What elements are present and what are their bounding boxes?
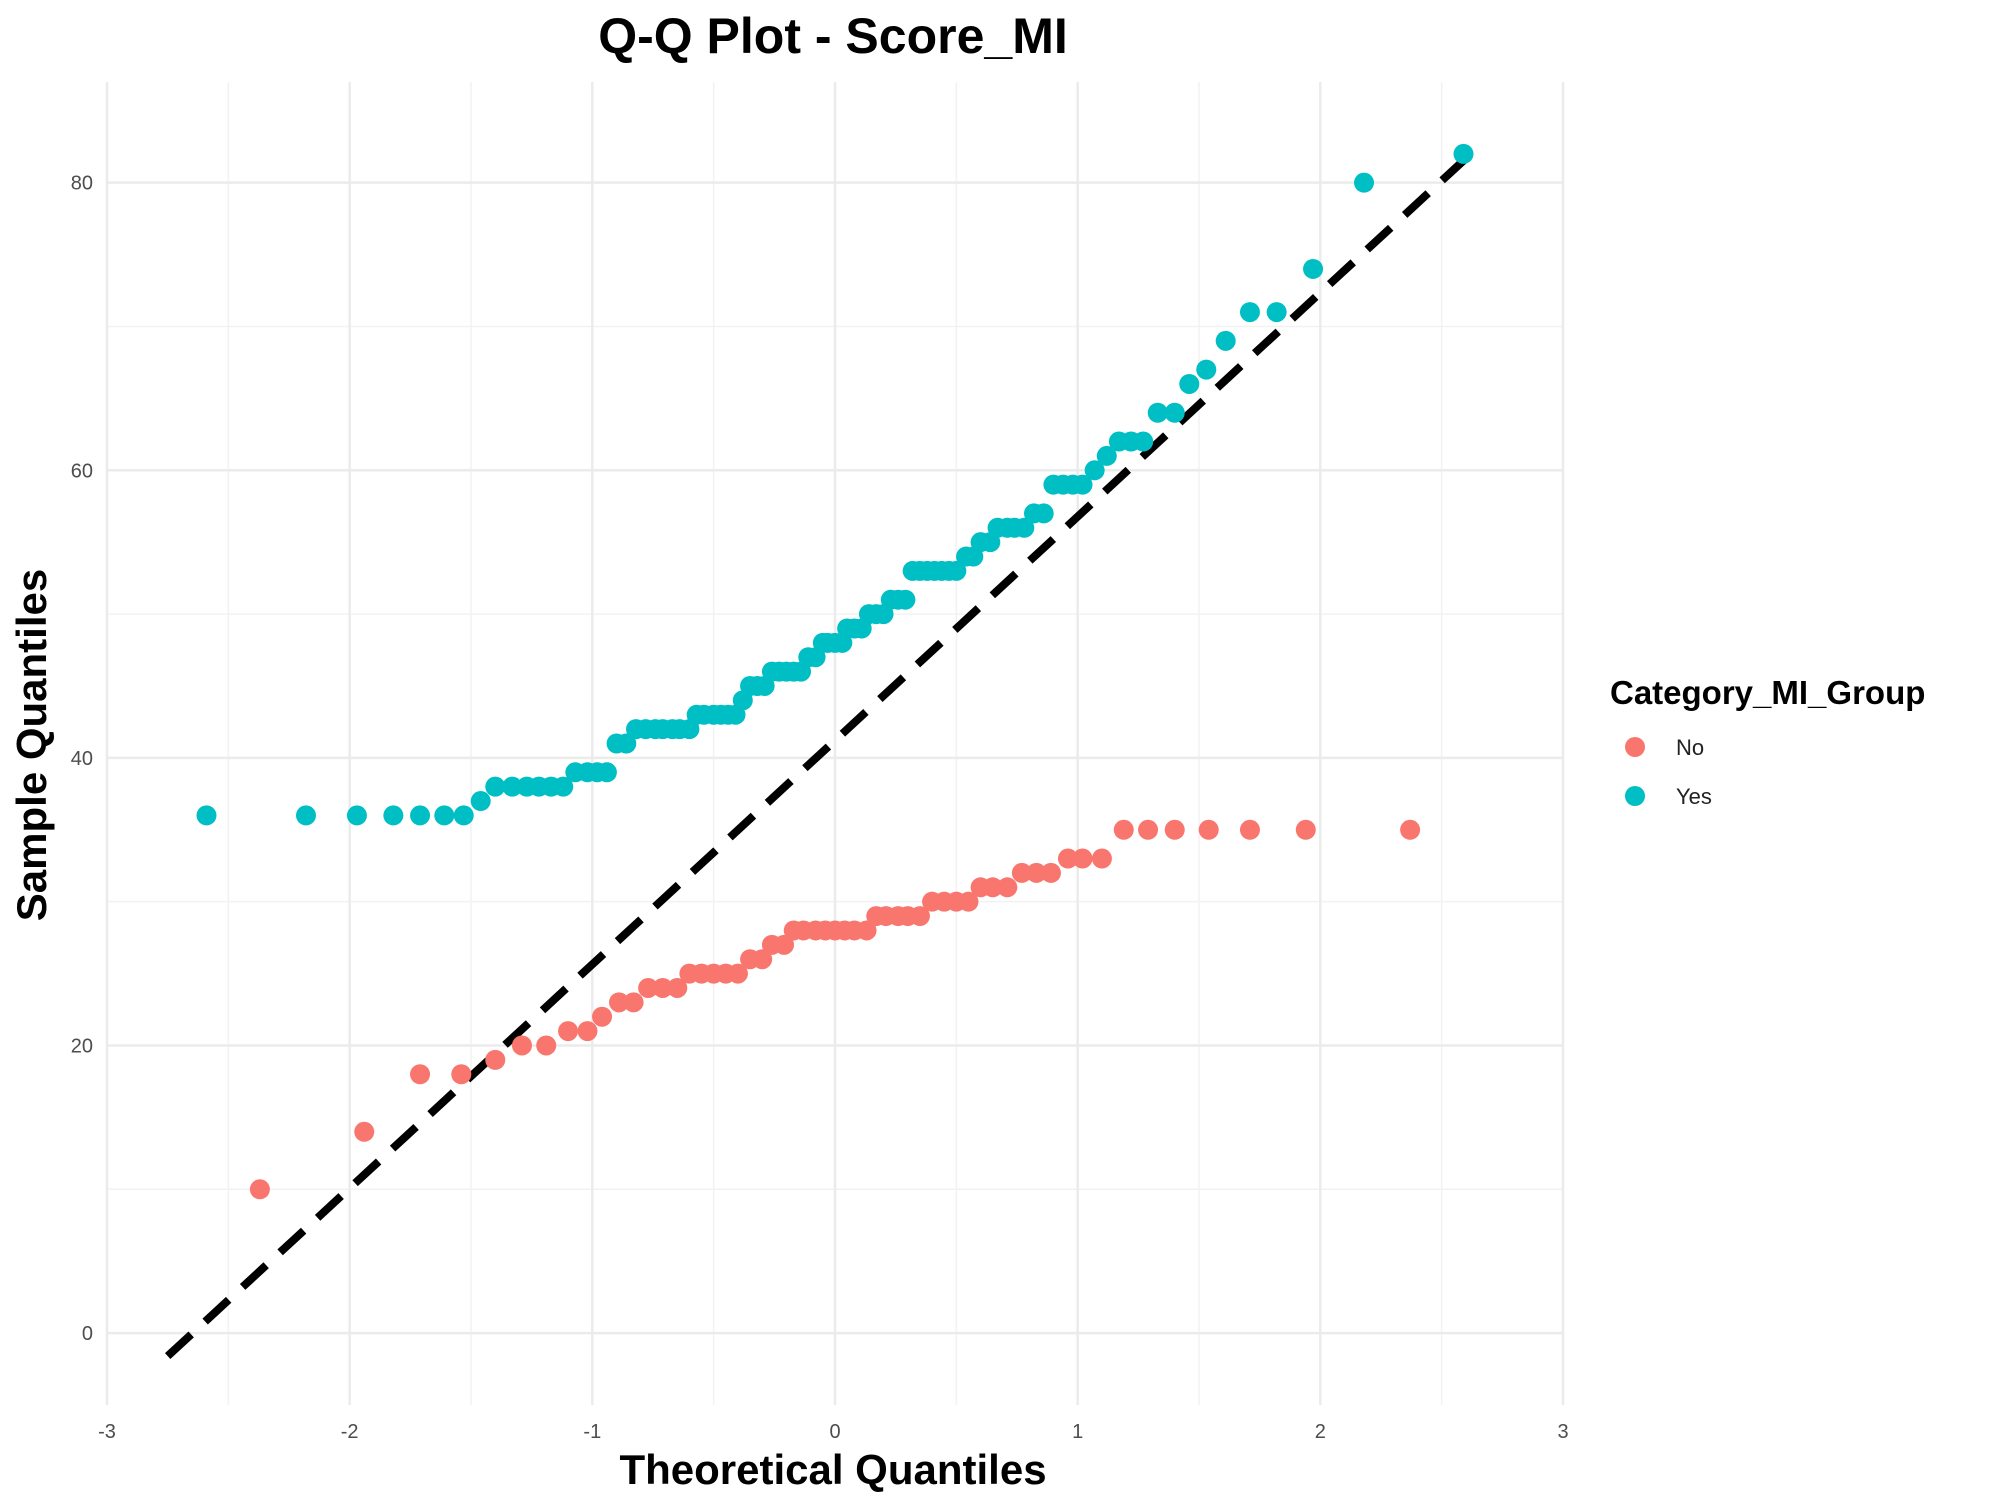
data-point-no	[536, 1035, 557, 1056]
data-point-no	[856, 920, 877, 941]
data-point-no	[652, 977, 673, 998]
data-point-yes	[1033, 503, 1054, 524]
data-point-no	[609, 992, 630, 1013]
data-point-no	[997, 877, 1018, 898]
data-point-no	[958, 891, 979, 912]
data-point-yes	[1084, 460, 1105, 481]
data-point-no	[558, 1021, 579, 1042]
data-point-no	[1040, 862, 1061, 883]
data-point-yes	[1096, 445, 1117, 466]
legend: Category_MI_Group No Yes	[1610, 674, 1925, 809]
y-tick-label: 20	[71, 1035, 93, 1057]
reference-line	[164, 150, 1474, 1360]
data-point-no	[1400, 819, 1421, 840]
data-point-no	[752, 949, 773, 970]
data-point-no	[1057, 848, 1078, 869]
data-point-no	[1091, 848, 1112, 869]
data-point-no	[1164, 819, 1185, 840]
data-point-no	[451, 1064, 472, 1085]
data-point-no	[667, 977, 688, 998]
data-point-yes	[383, 805, 404, 826]
reference-line-group	[164, 150, 1474, 1360]
data-point-no	[1113, 819, 1134, 840]
data-point-yes	[946, 560, 967, 581]
data-point-no	[1138, 819, 1159, 840]
data-point-yes	[453, 805, 474, 826]
data-point-no	[485, 1049, 506, 1070]
x-tick-label: 1	[1072, 1421, 1083, 1443]
x-tick-label: 3	[1557, 1421, 1568, 1443]
data-point-yes	[1196, 359, 1217, 380]
data-point-no	[1011, 862, 1032, 883]
data-point-yes	[470, 791, 491, 812]
data-point-yes	[1215, 330, 1236, 351]
series-yes	[196, 143, 1474, 826]
data-point-no	[1026, 862, 1047, 883]
data-point-no	[774, 934, 795, 955]
legend-title: Category_MI_Group	[1610, 674, 1925, 711]
x-axis-ticks: -3 -2 -1 0 1 2 3	[98, 1421, 1568, 1443]
data-point-no	[511, 1035, 532, 1056]
data-point-no	[982, 877, 1003, 898]
chart-title: Q-Q Plot - Score_MI	[598, 8, 1068, 64]
data-point-yes	[410, 805, 431, 826]
data-point-yes	[485, 776, 506, 797]
data-point-yes	[1239, 302, 1260, 323]
data-point-yes	[196, 805, 217, 826]
data-point-no	[410, 1064, 431, 1085]
y-tick-label: 0	[82, 1323, 93, 1345]
y-tick-label: 60	[71, 460, 93, 482]
data-point-yes	[596, 762, 617, 783]
data-point-yes	[1164, 402, 1185, 423]
data-point-no	[727, 963, 748, 984]
data-point-yes	[1354, 172, 1375, 193]
data-point-yes	[295, 805, 316, 826]
data-point-yes	[346, 805, 367, 826]
y-axis-ticks: 0 20 40 60 80	[71, 173, 93, 1345]
data-point-yes	[616, 733, 637, 754]
x-tick-label: -1	[583, 1421, 601, 1443]
x-tick-label: 0	[829, 1421, 840, 1443]
data-point-yes	[1133, 431, 1154, 452]
data-points	[196, 143, 1474, 1200]
data-point-no	[1198, 819, 1219, 840]
y-axis-title: Sample Quantiles	[8, 569, 55, 921]
data-point-no	[1295, 819, 1316, 840]
x-tick-label: -2	[341, 1421, 359, 1443]
data-point-yes	[1303, 258, 1324, 279]
y-tick-label: 40	[71, 748, 93, 770]
x-axis-title: Theoretical Quantiles	[619, 1446, 1046, 1493]
data-point-no	[909, 906, 930, 927]
legend-swatch-no	[1625, 737, 1645, 757]
x-tick-label: 2	[1315, 1421, 1326, 1443]
data-point-no	[623, 992, 644, 1013]
legend-swatch-yes	[1625, 786, 1645, 806]
grid	[105, 82, 1565, 1405]
y-tick-label: 80	[71, 173, 93, 195]
data-point-no	[1072, 848, 1093, 869]
data-point-no	[249, 1179, 270, 1200]
data-point-yes	[1453, 143, 1474, 164]
data-point-no	[638, 977, 659, 998]
legend-label-yes: Yes	[1676, 784, 1712, 809]
data-point-no	[1239, 819, 1260, 840]
data-point-no	[354, 1121, 375, 1142]
x-tick-label: -3	[98, 1421, 116, 1443]
data-point-yes	[553, 776, 574, 797]
data-point-yes	[1266, 302, 1287, 323]
data-point-no	[592, 1006, 613, 1027]
data-point-yes	[1014, 517, 1035, 538]
data-point-yes	[1179, 373, 1200, 394]
data-point-no	[577, 1021, 598, 1042]
legend-label-no: No	[1676, 735, 1704, 760]
data-point-yes	[1147, 402, 1168, 423]
data-point-yes	[434, 805, 455, 826]
series-no	[249, 819, 1421, 1200]
data-point-yes	[895, 589, 916, 610]
data-point-yes	[1072, 474, 1093, 495]
data-point-yes	[502, 776, 523, 797]
